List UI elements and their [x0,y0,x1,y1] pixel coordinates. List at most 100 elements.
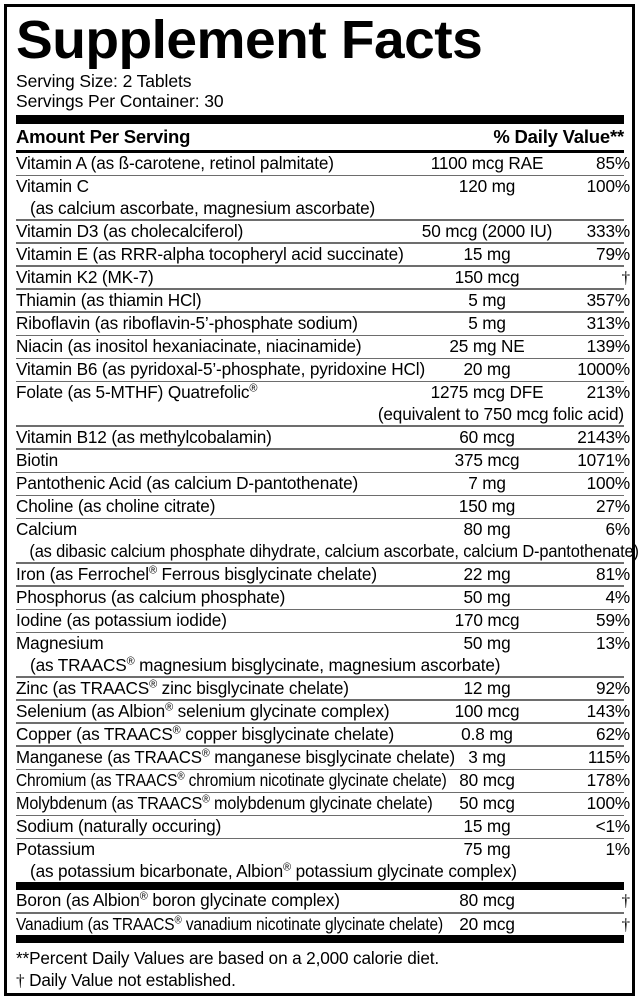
nutrient-primary-line: Niacin (as inositol hexaniacinate, niaci… [16,336,630,358]
nutrient-amount: 50 mcg (2000 IU) [421,220,553,241]
table-row: Iodine (as potassium iodide) 170 mcg 59% [16,610,630,632]
nutrient-amount: 5 mg [468,289,506,310]
nutrient-daily-value: 85% [596,153,630,173]
nutrient-primary-line: Vitamin D3 (as cholecalciferol) 50 mcg (2… [16,220,630,243]
nutrient-daily-value: 178% [586,770,631,791]
nutrient-table-main: Vitamin A (as ß-carotene, retinol palmit… [16,153,639,882]
nutrient-daily-value: 333% [586,220,631,241]
nutrient-primary-line: Magnesium 50 mg 13% [16,633,630,655]
nutrient-source-line: (as potassium bicarbonate, Albion® potas… [30,860,517,881]
nutrient-daily-value: 100% [586,473,631,494]
table-row: Magnesium 50 mg 13% (as TRAACS® magnesium b… [16,633,630,676]
nutrient-daily-value: <1% [595,816,631,837]
registered-trademark-icon: ® [126,654,135,667]
nutrient-name: Vitamin E (as RRR-alpha tocopheryl acid … [16,243,404,264]
nutrient-primary-line: Vitamin B12 (as methylcobalamin) 60 mcg 21… [16,427,630,449]
nutrient-amount: 100 mcg [454,700,520,721]
table-row: Phosphorus (as calcium phosphate) 50 mg 4% [16,587,630,609]
nutrient-daily-value: † [486,914,631,936]
nutrient-amount: 50 mcg [459,793,515,814]
table-row: Pantothenic Acid (as calcium D-pantothen… [16,473,630,495]
table-row: Chromium (as TRAACS® chromium nicotinate… [16,770,630,792]
nutrient-primary-line: Biotin 375 mcg 1071% [16,450,630,472]
serving-info: Serving Size: 2 Tablets Servings Per Con… [16,67,624,111]
nutrient-daily-value: 1000% [577,359,630,380]
nutrient-amount: 12 mg [463,677,511,698]
nutrient-amount: 1100 mcg RAE [430,153,544,173]
table-row: Calcium 80 mg 6% (as dibasic calcium phosph… [16,519,639,562]
nutrient-primary-line: Selenium (as Albion® selenium glycinate … [16,700,630,723]
nutrient-daily-value: 13% [596,633,630,654]
registered-trademark-icon: ® [148,564,157,577]
table-row: Potassium 75 mg 1% (as potassium bicarbonat… [16,839,630,882]
table-row: Choline (as choline citrate) 150 mg 27% [16,496,630,518]
row-divider [16,745,624,748]
row-divider [16,219,624,221]
nutrient-primary-line: Vanadium (as TRAACS® vanadium nicotinate… [16,913,630,936]
nutrient-primary-line: Chromium (as TRAACS® chromium nicotinate… [16,770,630,792]
table-row: Vitamin A (as ß-carotene, retinol palmit… [16,153,630,175]
nutrient-primary-line: Vitamin A (as ß-carotene, retinol palmit… [16,153,630,175]
row-divider [16,242,624,244]
registered-trademark-icon: ® [201,747,210,760]
footnotes: **Percent Daily Values are based on a 2,… [16,943,624,991]
nutrient-amount: 80 mcg [459,890,515,911]
nutrient-primary-line: Pantothenic Acid (as calcium D-pantothen… [16,473,630,495]
nutrient-name: Manganese (as TRAACS® manganese bisglyci… [16,747,455,768]
nutrient-amount: 20 mcg [459,913,515,934]
nutrient-primary-line: Iodine (as potassium iodide) 170 mcg 59% [16,610,630,632]
row-divider [16,471,624,474]
nutrient-name: Iodine (as potassium iodide) [16,610,227,631]
nutrient-amount: 25 mg NE [449,336,525,357]
nutrient-primary-line: Iron (as Ferrochel® Ferrous bisglycinate… [16,564,630,586]
table-row: Selenium (as Albion® selenium glycinate … [16,700,630,723]
table-row: Iron (as Ferrochel® Ferrous bisglycinate… [16,564,630,586]
registered-trademark-icon: ® [149,678,158,691]
nutrient-daily-value: 139% [586,336,631,357]
nutrient-amount: 75 mg [463,839,511,860]
nutrient-daily-value: † [486,267,631,289]
nutrient-name: Vitamin C [16,176,89,197]
nutrient-name: Chromium (as TRAACS® chromium nicotinate… [16,770,447,791]
row-divider [16,334,624,337]
dagger-icon: † [621,267,631,287]
nutrient-source-line: (as calcium ascorbate, magnesium ascorba… [30,197,376,218]
nutrient-primary-line: Thiamin (as thiamin HCl) 5 mg 357% [16,289,630,312]
row-divider [16,722,624,724]
row-divider [16,448,624,451]
registered-trademark-icon: ® [172,724,181,737]
nutrient-primary-line: Vitamin B6 (as pyridoxal-5’-phosphate, p… [16,359,630,381]
nutrient-name: Phosphorus (as calcium phosphate) [16,587,286,607]
nutrient-primary-line: Vitamin E (as RRR-alpha tocopheryl acid … [16,243,630,266]
nutrient-amount: 170 mcg [454,610,520,631]
divider-thick-top [16,115,624,124]
nutrient-amount: 80 mcg [459,770,515,791]
nutrient-name: Vitamin A (as ß-carotene, retinol palmit… [16,153,334,173]
row-divider [16,311,624,314]
registered-trademark-icon: ® [139,890,148,903]
registered-trademark-icon: ® [174,913,182,926]
table-row: Vitamin D3 (as cholecalciferol) 50 mcg (2… [16,220,630,243]
nutrient-primary-line: Manganese (as TRAACS® manganese bisglyci… [16,747,630,769]
table-header-row: Amount Per Serving % Daily Value** [16,124,624,150]
nutrient-name: Biotin [16,450,59,471]
row-divider [16,608,624,611]
nutrient-amount: 0.8 mg [461,723,513,744]
nutrient-name: Thiamin (as thiamin HCl) [16,289,202,310]
nutrient-name: Molybdenum (as TRAACS® molybdenum glycin… [16,793,433,814]
nutrient-amount: 15 mg [463,816,511,837]
row-divider [16,676,624,678]
row-divider [16,911,624,914]
nutrient-name: Niacin (as inositol hexaniacinate, niaci… [16,336,362,357]
table-row: Vitamin B6 (as pyridoxal-5’-phosphate, p… [16,359,630,381]
nutrient-name: Folate (as 5-MTHF) Quatrefolic® [16,382,258,403]
label-frame: Supplement Facts Serving Size: 2 Tablets… [4,4,639,996]
nutrient-primary-line: Copper (as TRAACS® copper bisglycinate c… [16,723,630,746]
nutrient-source-line: (equivalent to 750 mcg folic acid) [377,403,624,424]
nutrient-name: Potassium [16,839,95,860]
nutrient-name: Sodium (naturally occuring) [16,816,222,837]
nutrient-daily-value: 100% [586,793,631,814]
nutrient-table-secondary: Boron (as Albion® boron glycinate comple… [16,890,630,936]
nutrient-daily-value: 92% [596,677,630,698]
row-divider [16,585,624,587]
